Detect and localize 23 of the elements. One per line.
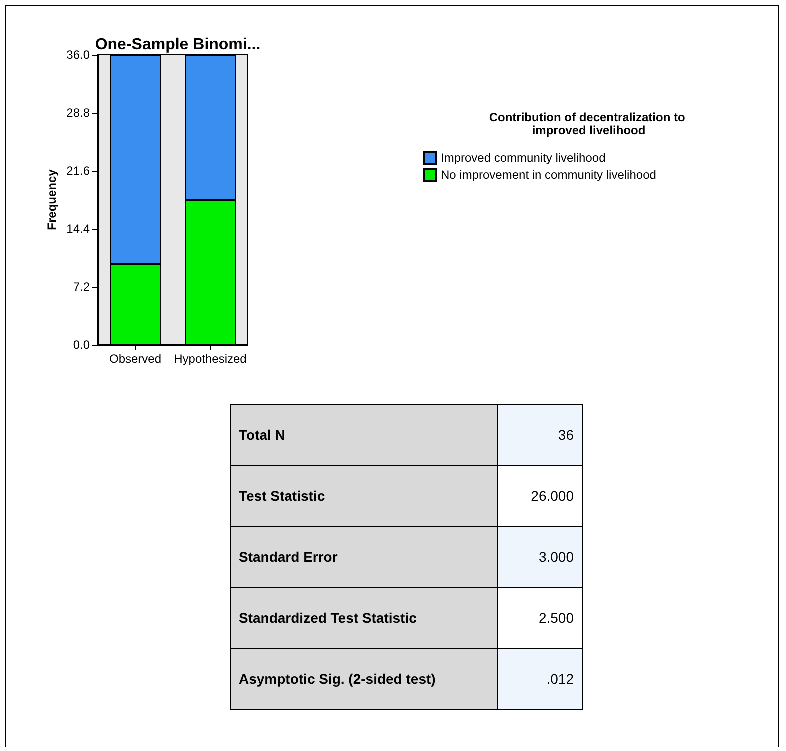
- category-label: Total N: [230, 404, 498, 466]
- y-tick-label: 21.6: [66, 164, 90, 178]
- chart-title: One-Sample Binomi...: [95, 36, 261, 54]
- legend-label: Improved community livelihood: [441, 151, 606, 165]
- y-tick-label: 14.4: [66, 222, 90, 236]
- category-label: Test Statistic: [230, 466, 498, 526]
- legend-label: No improvement in community livelihood: [441, 168, 656, 182]
- y-tick-label: 28.8: [66, 106, 90, 120]
- x-tick-label: Observed: [109, 352, 162, 366]
- y-tick-label: 36.0: [66, 48, 90, 62]
- data-label: .012: [498, 648, 582, 710]
- data-label: 26.000: [498, 466, 582, 526]
- category-label: Standard Error: [230, 526, 498, 588]
- category-label: Standardized Test Statistic: [230, 588, 498, 648]
- data-label: 36: [498, 404, 582, 466]
- data-label: 3.000: [498, 526, 582, 588]
- y-tick-label: 0.0: [73, 338, 90, 352]
- legend-title: Contribution of decentralization to improved livelihood: [489, 110, 689, 138]
- category-label: Asymptotic Sig. (2-sided test): [230, 648, 498, 710]
- y-tick-label: 7.2: [73, 280, 90, 294]
- y-axis-title: Frequency: [45, 169, 59, 230]
- x-tick-label: Hypothesized: [174, 352, 247, 366]
- data-label: 2.500: [498, 588, 582, 648]
